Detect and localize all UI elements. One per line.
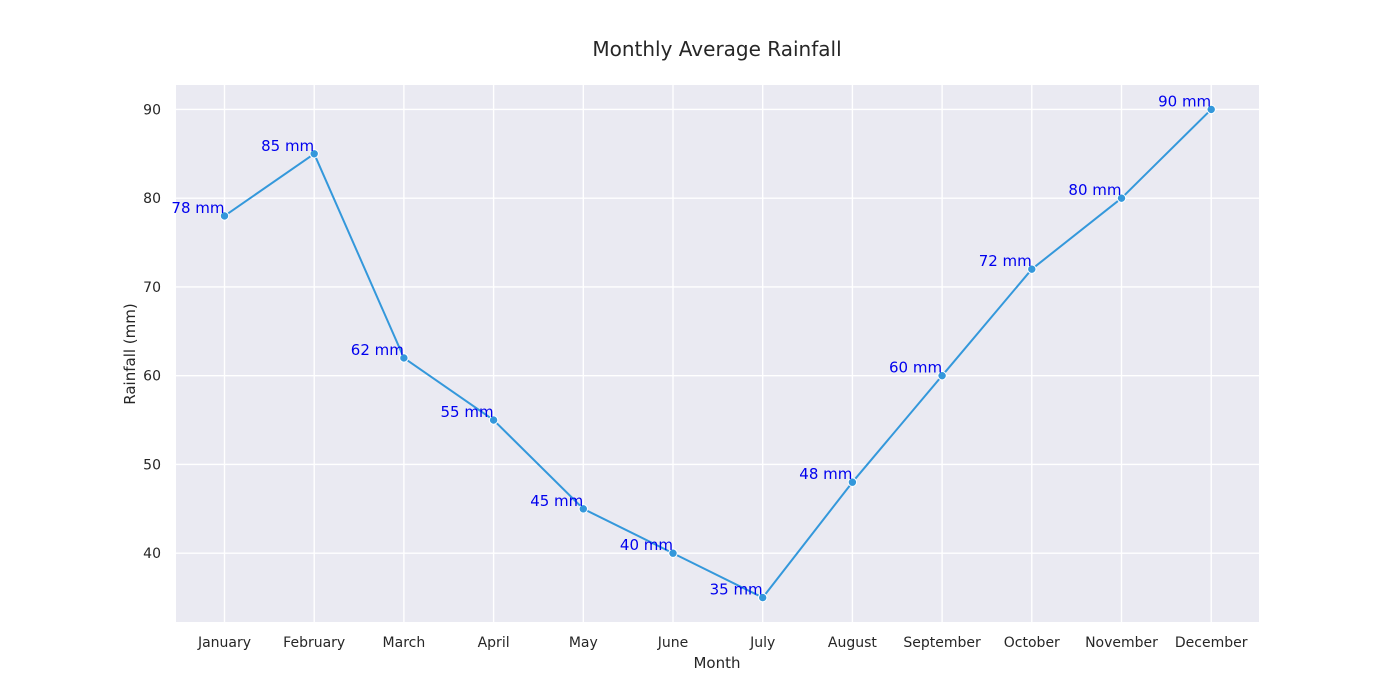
x-tick-label: September (903, 635, 981, 651)
data-point (847, 477, 858, 487)
data-point (1206, 104, 1216, 115)
x-axis-ticks: January February March April May June July Augu… (197, 635, 1248, 651)
data-point (309, 149, 319, 159)
data-point (219, 211, 230, 221)
data-point (1116, 193, 1127, 203)
data-label: 45 mm (530, 492, 583, 510)
data-label: 40 mm (620, 536, 673, 554)
data-point (1027, 264, 1037, 274)
data-point (578, 504, 588, 514)
plot-area (176, 85, 1259, 622)
x-tick-label: October (1004, 635, 1060, 651)
x-axis-label: Month (693, 654, 740, 672)
x-tick-label: August (828, 635, 878, 651)
data-label: 78 mm (171, 199, 224, 217)
x-tick-label: July (749, 635, 775, 651)
y-tick-label: 90 (143, 102, 161, 118)
x-tick-label: May (569, 635, 598, 651)
data-label: 85 mm (261, 137, 314, 155)
data-label: 72 mm (979, 252, 1032, 270)
data-label: 80 mm (1068, 181, 1121, 199)
y-axis-ticks: 40 50 60 70 80 90 (143, 102, 161, 562)
x-tick-label: January (197, 635, 251, 651)
series-layer: 78 mm 85 mm 62 mm 55 mm 45 mm 40 mm 35 mm 48 mm… (171, 92, 1216, 603)
data-label: 35 mm (710, 581, 763, 599)
data-point (399, 353, 409, 363)
data-label: 62 mm (351, 341, 404, 359)
x-tick-label: March (383, 635, 426, 651)
x-tick-label: April (478, 635, 510, 651)
series-line (223, 108, 1212, 599)
data-point (488, 415, 499, 425)
y-tick-label: 80 (143, 191, 161, 207)
x-tick-label: June (657, 635, 689, 651)
y-tick-label: 50 (143, 457, 161, 473)
chart-title: Monthly Average Rainfall (592, 37, 841, 61)
x-tick-label: November (1085, 635, 1158, 651)
y-tick-label: 70 (143, 280, 161, 296)
data-point (937, 370, 947, 381)
x-tick-label: December (1175, 635, 1248, 651)
data-point (668, 548, 678, 558)
data-label: 60 mm (889, 359, 942, 377)
data-label: 55 mm (441, 403, 494, 421)
data-point (758, 592, 768, 603)
y-axis-label: Rainfall (mm) (121, 303, 139, 404)
x-tick-label: February (283, 635, 345, 651)
y-tick-label: 40 (143, 546, 161, 562)
y-tick-label: 60 (143, 369, 161, 385)
data-label: 48 mm (799, 465, 852, 483)
grid-lines (176, 85, 1259, 622)
data-label: 90 mm (1158, 92, 1211, 110)
